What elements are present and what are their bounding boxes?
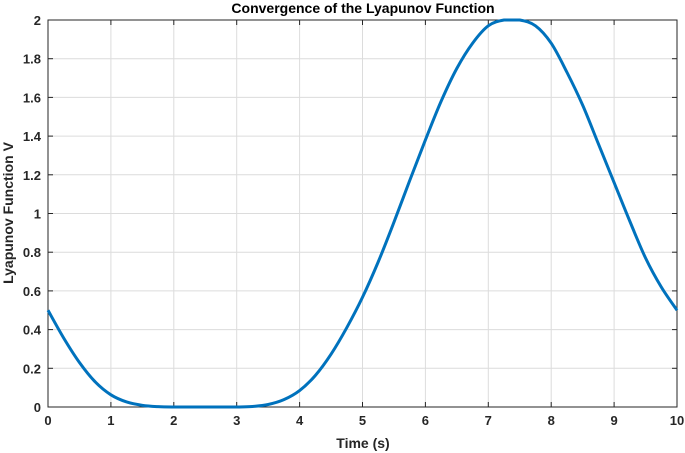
series-line (46, 18, 679, 409)
y-axis-title: Lyapunov Function V (0, 141, 16, 283)
x-axis-title: Time (s) (336, 435, 389, 451)
y-tick-label: 1.2 (23, 168, 41, 183)
x-tick-label: 5 (359, 413, 366, 428)
y-tick-label: 1 (34, 207, 41, 222)
axes (47, 19, 678, 408)
chart-title: Convergence of the Lyapunov Function (231, 0, 494, 16)
y-tick-label: 0.2 (23, 361, 41, 376)
y-tick-label: 0.4 (23, 323, 42, 338)
x-tick-label: 4 (296, 413, 304, 428)
x-tick-label: 2 (170, 413, 177, 428)
y-tick-label: 0 (34, 400, 41, 415)
x-tick-label: 8 (548, 413, 555, 428)
y-tick-label: 2 (34, 13, 41, 28)
x-tick-label: 9 (610, 413, 617, 428)
grid (47, 19, 678, 408)
x-tick-label: 10 (670, 413, 684, 428)
y-tick-label: 1.6 (23, 90, 41, 105)
series-layer (46, 18, 679, 409)
y-tick-label: 0.6 (23, 284, 41, 299)
x-tick-label: 3 (233, 413, 240, 428)
x-tick-label: 7 (485, 413, 492, 428)
tick-labels: 0 1 2 3 4 5 6 7 8 9 10 0 0.2 0.4 0.6 0.8 1 1.2 1.4 1.6 1.8 2 (23, 13, 684, 428)
x-tick-label: 1 (107, 413, 114, 428)
x-tick-label: 0 (44, 413, 51, 428)
x-tick-label: 6 (422, 413, 429, 428)
y-tick-label: 0.8 (23, 245, 41, 260)
y-tick-label: 1.8 (23, 52, 41, 67)
y-tick-label: 1.4 (23, 129, 42, 144)
